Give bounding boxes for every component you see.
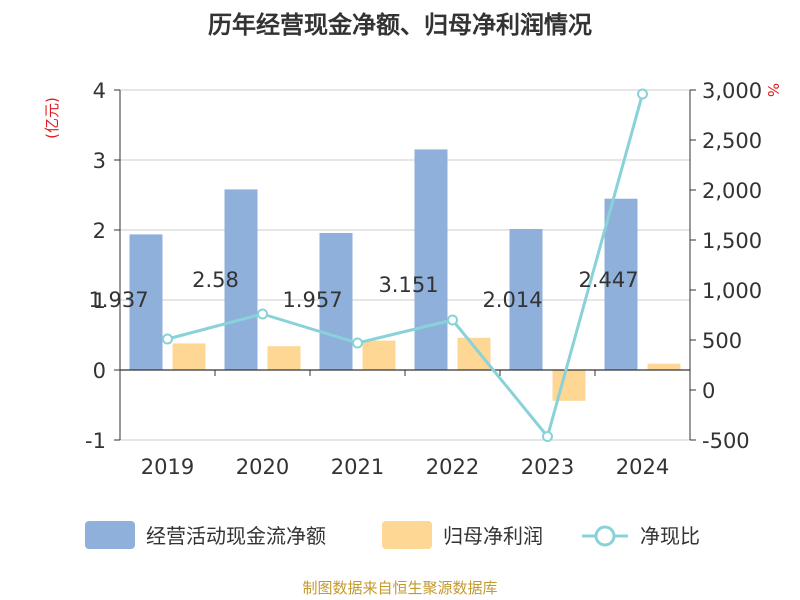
data-labels-layer: 1.937 2.58 1.957 3.151 2.014 2.447 — [88, 268, 638, 312]
line-point-cash-ratio — [257, 308, 268, 320]
legend-item-netprofit[interactable]: 归母净利润 — [382, 521, 543, 549]
y-right-tick-label: 1,000 — [702, 279, 762, 303]
y-right-unit-label: % — [764, 83, 782, 97]
legend-item-cash-ratio[interactable]: 净现比 — [582, 524, 700, 548]
x-tick-label: 2022 — [426, 455, 479, 479]
bar-netprofit — [172, 343, 206, 370]
bar-cashflow — [129, 234, 163, 370]
legend-label-netprofit: 归母净利润 — [443, 524, 543, 548]
bar-netprofit — [362, 340, 396, 370]
line-point-cash-ratio — [352, 337, 363, 349]
line-layer — [162, 88, 648, 442]
footer-source: 制图数据来自恒生聚源数据库 — [302, 579, 497, 597]
line-point-cash-ratio — [637, 88, 648, 100]
bar-netprofit — [647, 363, 681, 370]
data-label-cashflow: 1.957 — [282, 288, 342, 312]
bar-netprofit — [267, 346, 301, 370]
y-right-tick-label: 500 — [702, 329, 742, 353]
y-left-tick-label: 1 — [93, 289, 106, 313]
line-point-cash-ratio — [447, 314, 458, 326]
line-cash-ratio — [167, 93, 644, 438]
bar-cashflow — [509, 229, 543, 370]
y-left-tick-label: 4 — [93, 79, 106, 103]
x-tick-label: 2023 — [521, 455, 574, 479]
y-right-tick-label: 2,000 — [702, 179, 762, 203]
data-label-cashflow: 2.014 — [482, 288, 542, 312]
y-left-tick-label: 0 — [93, 359, 106, 383]
bar-cashflow — [224, 189, 258, 370]
axis-layer: -1 0 1 2 3 4 -500 0 500 1,000 1,500 2,000 2,500 3,000… — [85, 79, 762, 479]
bars-layer — [129, 149, 681, 401]
legend-swatch-cash-ratio-marker — [594, 525, 616, 547]
y-left-unit-label: (亿元) — [43, 97, 61, 139]
legend-item-cashflow[interactable]: 经营活动现金流净额 — [85, 521, 326, 549]
legend-label-cashflow: 经营活动现金流净额 — [146, 524, 326, 548]
bar-cashflow — [604, 198, 638, 370]
x-tick-label: 2024 — [616, 455, 669, 479]
legend: 经营活动现金流净额 归母净利润 净现比 — [85, 521, 700, 549]
line-point-cash-ratio — [162, 333, 173, 345]
y-right-tick-label: -500 — [702, 429, 750, 453]
bar-cashflow — [319, 233, 353, 370]
legend-swatch-cashflow — [85, 521, 135, 549]
line-point-cash-ratio — [542, 431, 553, 442]
data-label-cashflow: 3.151 — [378, 273, 438, 297]
data-label-cashflow: 2.58 — [192, 268, 239, 292]
y-left-tick-label: -1 — [85, 429, 106, 453]
data-label-cashflow: 2.447 — [578, 268, 638, 292]
y-left-tick-label: 3 — [93, 149, 106, 173]
y-right-tick-label: 3,000 — [702, 79, 762, 103]
bar-netprofit — [457, 337, 491, 370]
y-right-tick-label: 2,500 — [702, 129, 762, 153]
legend-swatch-netprofit — [382, 521, 432, 549]
chart-title: 历年经营现金净额、归母净利润情况 — [208, 11, 592, 39]
y-left-tick-label: 2 — [93, 219, 106, 243]
bar-cashflow — [414, 149, 448, 370]
y-right-tick-label: 1,500 — [702, 229, 762, 253]
data-label-cashflow: 1.937 — [88, 288, 148, 312]
legend-label-cash-ratio: 净现比 — [640, 524, 700, 548]
x-tick-label: 2019 — [141, 455, 194, 479]
x-tick-label: 2020 — [236, 455, 289, 479]
x-tick-label: 2021 — [331, 455, 384, 479]
y-right-tick-label: 0 — [702, 379, 715, 403]
